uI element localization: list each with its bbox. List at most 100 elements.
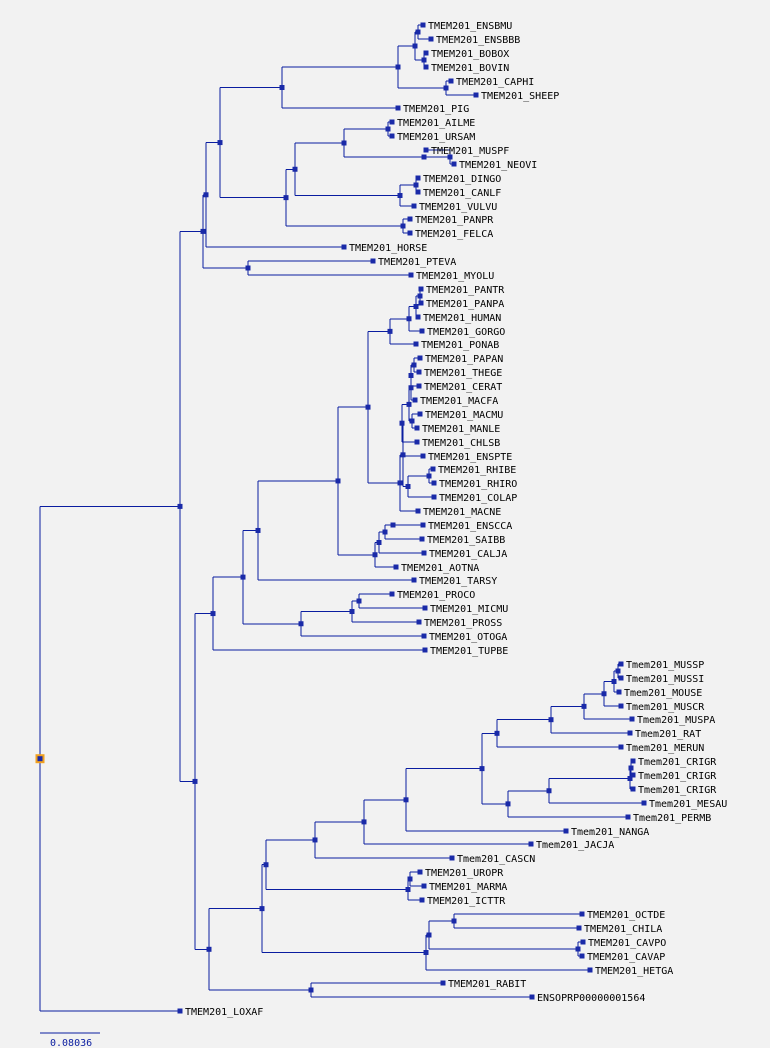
internal-node[interactable] — [400, 223, 406, 229]
internal-node[interactable] — [376, 540, 382, 545]
leaf-label[interactable]: TMEM201_COLAP — [439, 493, 517, 504]
internal-node[interactable] — [341, 140, 347, 146]
leaf-label[interactable]: Tmem201_CRIGR — [638, 785, 717, 796]
internal-node[interactable] — [413, 182, 419, 188]
leaf-label[interactable]: Tmem201_RAT — [635, 729, 701, 740]
leaf-label[interactable]: TMEM201_THEGE — [424, 368, 502, 379]
internal-node[interactable] — [399, 420, 405, 426]
leaf-node[interactable] — [421, 550, 427, 556]
leaf-node[interactable] — [417, 411, 423, 417]
leaf-node[interactable] — [580, 939, 586, 945]
internal-node[interactable] — [403, 797, 409, 803]
leaf-node[interactable] — [407, 216, 413, 222]
leaf-label[interactable]: TMEM201_PAPAN — [425, 354, 503, 365]
leaf-label[interactable]: TMEM201_MUSPF — [431, 146, 509, 157]
leaf-node[interactable] — [420, 453, 426, 459]
leaf-label[interactable]: TMEM201_DINGO — [423, 174, 501, 185]
leaf-node[interactable] — [440, 980, 446, 986]
internal-node[interactable] — [217, 140, 223, 146]
leaf-label[interactable]: Tmem201_CRIGR — [638, 757, 717, 768]
internal-node[interactable] — [443, 85, 449, 91]
leaf-node[interactable] — [416, 369, 422, 375]
internal-node[interactable] — [413, 304, 419, 309]
leaf-label[interactable]: Tmem201_PERMB — [633, 813, 711, 824]
leaf-node[interactable] — [420, 22, 426, 28]
leaf-label[interactable]: ENSOPRP00000001564 — [537, 993, 645, 1004]
leaf-label[interactable]: TMEM201_TUPBE — [430, 646, 508, 657]
leaf-node[interactable] — [407, 230, 413, 236]
internal-node[interactable] — [421, 154, 427, 160]
leaf-label[interactable]: TMEM201_MANLE — [422, 424, 500, 435]
leaf-label[interactable]: TMEM201_PROCO — [397, 590, 475, 601]
internal-node[interactable] — [312, 837, 318, 843]
leaf-label[interactable]: TMEM201_CHILA — [584, 924, 662, 935]
leaf-label[interactable]: TMEM201_OCTDE — [587, 910, 665, 921]
leaf-node[interactable] — [529, 994, 535, 1000]
leaf-node[interactable] — [430, 466, 436, 472]
internal-node[interactable] — [421, 57, 427, 63]
internal-node[interactable] — [206, 946, 212, 952]
internal-node[interactable] — [192, 778, 198, 784]
leaf-label[interactable]: TMEM201_PANPA — [426, 299, 504, 310]
leaf-node[interactable] — [618, 661, 624, 667]
leaf-label[interactable]: TMEM201_LOXAF — [185, 1007, 263, 1018]
leaf-node[interactable] — [563, 828, 569, 834]
internal-node[interactable] — [385, 126, 391, 132]
leaf-node[interactable] — [177, 1008, 183, 1014]
internal-node[interactable] — [259, 906, 265, 912]
leaf-label[interactable]: TMEM201_HUMAN — [423, 313, 501, 324]
internal-node[interactable] — [255, 527, 261, 533]
leaf-node[interactable] — [421, 883, 427, 889]
leaf-node[interactable] — [411, 577, 417, 583]
leaf-node[interactable] — [415, 175, 421, 181]
leaf-label[interactable]: Tmem201_MUSSI — [626, 674, 704, 685]
internal-node[interactable] — [382, 529, 388, 535]
leaf-label[interactable]: Tmem201_CRIGR — [638, 771, 717, 782]
leaf-label[interactable]: Tmem201_MUSPA — [637, 715, 715, 726]
leaf-node[interactable] — [389, 133, 395, 139]
leaf-node[interactable] — [415, 314, 421, 320]
leaf-label[interactable]: TMEM201_CHLSB — [422, 438, 500, 449]
leaf-node[interactable] — [618, 703, 624, 709]
leaf-node[interactable] — [416, 619, 422, 625]
leaf-label[interactable]: TMEM201_CALJA — [429, 549, 507, 560]
leaf-node[interactable] — [618, 744, 624, 750]
leaf-label[interactable]: Tmem201_NANGA — [571, 827, 649, 838]
internal-node[interactable] — [387, 328, 393, 334]
leaf-label[interactable]: TMEM201_HETGA — [595, 966, 673, 977]
leaf-label[interactable]: TMEM201_HORSE — [349, 243, 427, 254]
internal-node[interactable] — [390, 522, 396, 528]
internal-node[interactable] — [365, 404, 371, 410]
internal-node[interactable] — [292, 166, 298, 172]
leaf-label[interactable]: TMEM201_ENSPTE — [428, 452, 512, 463]
leaf-label[interactable]: TMEM201_CANLF — [423, 188, 501, 199]
internal-node[interactable] — [372, 552, 378, 558]
leaf-node[interactable] — [431, 494, 437, 500]
leaf-label[interactable]: TMEM201_RHIRO — [439, 479, 517, 490]
leaf-label[interactable]: TMEM201_CAVPO — [588, 938, 666, 949]
internal-node[interactable] — [423, 950, 429, 955]
leaf-node[interactable] — [416, 383, 422, 389]
internal-node[interactable] — [627, 776, 633, 781]
internal-node[interactable] — [505, 801, 511, 807]
internal-node[interactable] — [263, 862, 269, 868]
leaf-label[interactable]: TMEM201_MACFA — [420, 396, 498, 407]
internal-node[interactable] — [451, 918, 457, 924]
leaf-node[interactable] — [629, 716, 635, 722]
leaf-label[interactable]: TMEM201_MICMU — [430, 604, 508, 615]
internal-node[interactable] — [479, 766, 485, 772]
leaf-label[interactable]: TMEM201_PONAB — [421, 340, 499, 351]
internal-node[interactable] — [546, 788, 552, 794]
leaf-label[interactable]: TMEM201_MARMA — [429, 882, 507, 893]
leaf-node[interactable] — [370, 258, 376, 264]
leaf-node[interactable] — [422, 605, 428, 611]
leaf-node[interactable] — [448, 78, 454, 84]
internal-node[interactable] — [200, 228, 206, 234]
leaf-node[interactable] — [417, 869, 423, 875]
leaf-node[interactable] — [414, 439, 420, 445]
leaf-node[interactable] — [393, 564, 399, 570]
leaf-label[interactable]: TMEM201_MYOLU — [416, 271, 494, 282]
leaf-node[interactable] — [423, 50, 429, 56]
leaf-label[interactable]: TMEM201_ENSBBB — [436, 35, 520, 46]
leaf-label[interactable]: TMEM201_MACMU — [425, 410, 503, 421]
